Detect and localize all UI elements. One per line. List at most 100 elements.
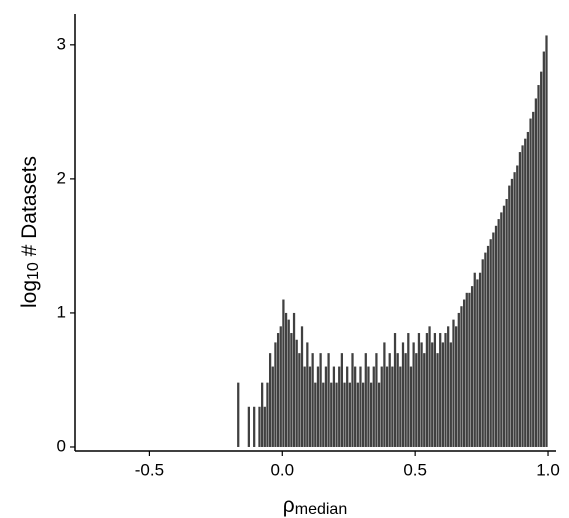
x-tick-label: 0.0 [270, 460, 294, 479]
bar [287, 319, 290, 447]
bar [276, 333, 280, 447]
bar [364, 353, 367, 447]
bar [372, 366, 375, 447]
bar [524, 138, 527, 447]
bar [415, 353, 418, 447]
bar [388, 353, 391, 447]
bar [308, 366, 312, 447]
bar [425, 333, 429, 447]
bar [247, 406, 250, 447]
bar [385, 366, 389, 447]
x-tick-label: 1.0 [536, 460, 560, 479]
x-title-sub: median [295, 501, 347, 518]
bar [540, 71, 543, 447]
bar [300, 326, 304, 447]
bar [526, 131, 530, 447]
bar [383, 342, 386, 447]
bar [481, 259, 484, 447]
bar [489, 239, 492, 447]
bar [367, 366, 370, 447]
bar [237, 382, 240, 447]
bar [516, 165, 519, 447]
bar [292, 312, 296, 447]
y-tick-label: 2 [57, 168, 66, 187]
y-tick-label: 0 [57, 436, 66, 455]
x-axis-title: ρmedian [283, 494, 347, 518]
bar [396, 353, 399, 447]
y-title-sub: 10 [25, 262, 42, 280]
bar [284, 312, 288, 447]
bar [354, 366, 357, 447]
bar [311, 353, 314, 447]
bar [508, 185, 511, 447]
x-title-main: ρ [283, 494, 295, 517]
y-axis-title: log10 # Datasets [18, 156, 43, 308]
bar [465, 292, 468, 447]
bar [279, 326, 282, 447]
bar [513, 172, 516, 447]
bar [470, 286, 474, 447]
bar [295, 339, 298, 447]
bar [290, 333, 293, 447]
x-tick-label: 0.5 [403, 460, 427, 479]
bar [346, 366, 349, 447]
y-title-rest: # Datasets [18, 156, 41, 262]
bar [492, 232, 495, 447]
bar [484, 252, 487, 447]
bar [433, 333, 437, 447]
bar [338, 366, 341, 447]
bar [306, 342, 309, 447]
bar [330, 382, 333, 447]
bar [417, 333, 421, 447]
bar [473, 272, 476, 447]
bar [518, 152, 522, 447]
bar [375, 353, 378, 447]
bar [340, 353, 344, 447]
bar [510, 178, 514, 447]
bar [271, 366, 274, 447]
bar [319, 353, 322, 447]
bar [351, 353, 354, 447]
bar [303, 366, 306, 447]
bar [380, 366, 383, 447]
bar [409, 366, 413, 447]
bar [497, 219, 500, 447]
bar [335, 382, 338, 447]
y-tick-label: 3 [57, 34, 66, 53]
bar [404, 353, 407, 447]
bar [401, 342, 405, 447]
bar [298, 353, 301, 447]
bar [268, 353, 272, 447]
bar [486, 245, 490, 447]
bar [282, 299, 285, 447]
bar [447, 326, 450, 447]
bar [399, 366, 402, 447]
bar [449, 342, 452, 447]
bar [441, 342, 444, 447]
bar [420, 342, 423, 447]
bar [332, 366, 336, 447]
bar [494, 225, 498, 447]
bar [476, 279, 479, 447]
bar [258, 406, 261, 447]
bar [274, 342, 277, 447]
bar [322, 382, 325, 447]
bar [261, 382, 264, 447]
bar [452, 319, 455, 447]
bar [534, 98, 537, 447]
bar [314, 382, 317, 447]
bar [431, 342, 434, 447]
bar [529, 118, 532, 447]
bar [532, 111, 535, 447]
bar [407, 333, 410, 447]
bar [391, 366, 394, 447]
bar [439, 333, 442, 447]
bar [505, 198, 508, 447]
bar [377, 382, 381, 447]
bar [428, 326, 431, 447]
bar [468, 292, 471, 447]
bar [263, 406, 266, 447]
y-tick-label: 1 [57, 302, 66, 321]
bar [253, 406, 256, 447]
